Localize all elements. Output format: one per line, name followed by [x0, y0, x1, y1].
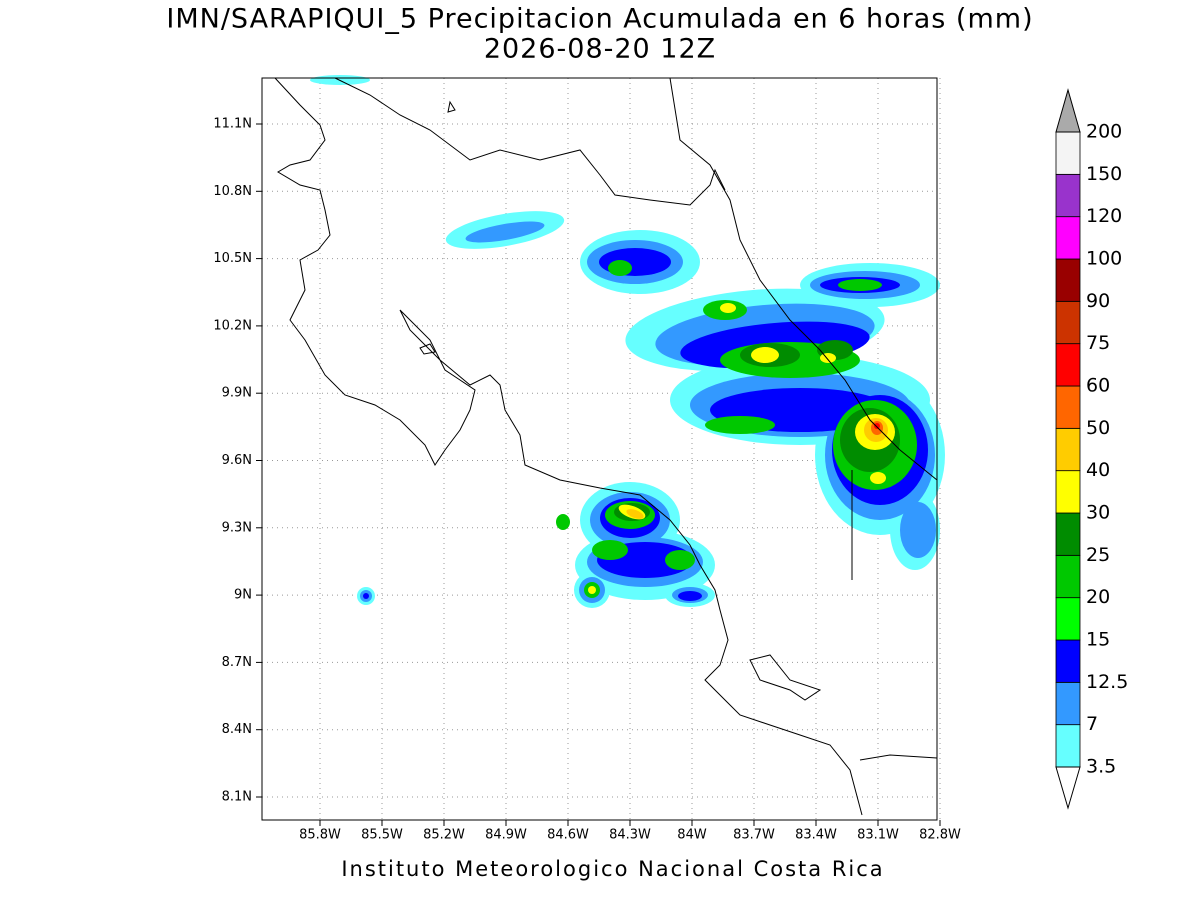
y-tick-label: 11.1N [213, 117, 252, 132]
colorbar-label: 3.5 [1086, 756, 1116, 778]
x-tick-label: 84.9W [485, 828, 527, 843]
x-tick-label: 83.7W [733, 828, 775, 843]
x-tick-label: 83.1W [857, 828, 899, 843]
y-tick-label: 8.1N [222, 790, 252, 805]
x-tick-label: 85.8W [299, 828, 341, 843]
colorbar-label: 15 [1086, 629, 1110, 651]
y-tick-label: 8.7N [222, 655, 252, 670]
colorbar-label: 75 [1086, 332, 1110, 354]
colorbar-segment [1055, 258, 1081, 302]
y-tick-label: 10.2N [213, 318, 252, 333]
colorbar-segment [1055, 639, 1081, 683]
colorbar-segment [1055, 216, 1081, 260]
colorbar-label: 90 [1086, 290, 1110, 312]
coastlines [274, 77, 938, 816]
map-frame [261, 77, 938, 821]
colorbar-label: 20 [1086, 586, 1110, 608]
colorbar-segment [1055, 427, 1081, 472]
x-tick-label: 83.4W [795, 828, 837, 843]
y-tick-label: 10.8N [213, 184, 252, 199]
colorbar-label: 200 [1086, 121, 1122, 143]
y-tick-label: 8.4N [222, 722, 252, 737]
colorbar-over [1055, 88, 1081, 133]
colorbar-segment [1055, 724, 1081, 768]
colorbar-label: 12.5 [1086, 671, 1128, 693]
colorbar-label: 7 [1086, 713, 1098, 735]
colorbar-label: 60 [1086, 375, 1110, 397]
y-tick-label: 9.9N [222, 386, 252, 401]
colorbar-segment [1055, 597, 1081, 641]
x-tick-label: 85.5W [361, 828, 403, 843]
colorbar-segment [1055, 300, 1081, 345]
precipitation [310, 75, 945, 608]
colorbar-segment [1055, 131, 1081, 175]
colorbar-label: 100 [1086, 248, 1122, 270]
colorbar-label: 40 [1086, 459, 1110, 481]
colorbar-label: 50 [1086, 417, 1110, 439]
x-tick-label: 84.6W [547, 828, 589, 843]
colorbar-segment [1055, 173, 1081, 218]
x-tick-label: 84W [677, 828, 707, 843]
y-tick-label: 9.3N [222, 520, 252, 535]
colorbar-segment [1055, 554, 1081, 599]
footer: Instituto Meteorologico Nacional Costa R… [341, 857, 884, 881]
colorbar-segment [1055, 385, 1081, 429]
y-tick-label: 10.5N [213, 251, 252, 266]
colorbar-segment [1055, 681, 1081, 726]
colorbar: 3.5 7 12.5 15 20 25 30 40 50 60 75 90 100 120 150 200 [1055, 88, 1128, 810]
title: IMN/SARAPIQUI_5 Precipitacion Acumulada … [166, 4, 1033, 35]
colorbar-label: 120 [1086, 205, 1122, 227]
colorbar-label: 30 [1086, 502, 1110, 524]
colorbar-label: 150 [1086, 163, 1122, 185]
axes: 85.8W 85.5W 85.2W 84.9W 84.6W 84.3W 84W 83.7W 83… [213, 117, 961, 843]
colorbar-label: 25 [1086, 544, 1110, 566]
y-tick-label: 9.6N [222, 453, 252, 468]
x-tick-label: 84.3W [609, 828, 651, 843]
x-tick-label: 85.2W [423, 828, 465, 843]
colorbar-segment [1055, 512, 1081, 556]
colorbar-segment [1055, 343, 1081, 387]
y-tick-label: 9N [234, 588, 252, 603]
subtitle: 2026-08-20 12Z [484, 34, 716, 65]
colorbar-under [1055, 766, 1081, 810]
colorbar-segment [1055, 470, 1081, 514]
x-tick-label: 82.8W [919, 828, 961, 843]
